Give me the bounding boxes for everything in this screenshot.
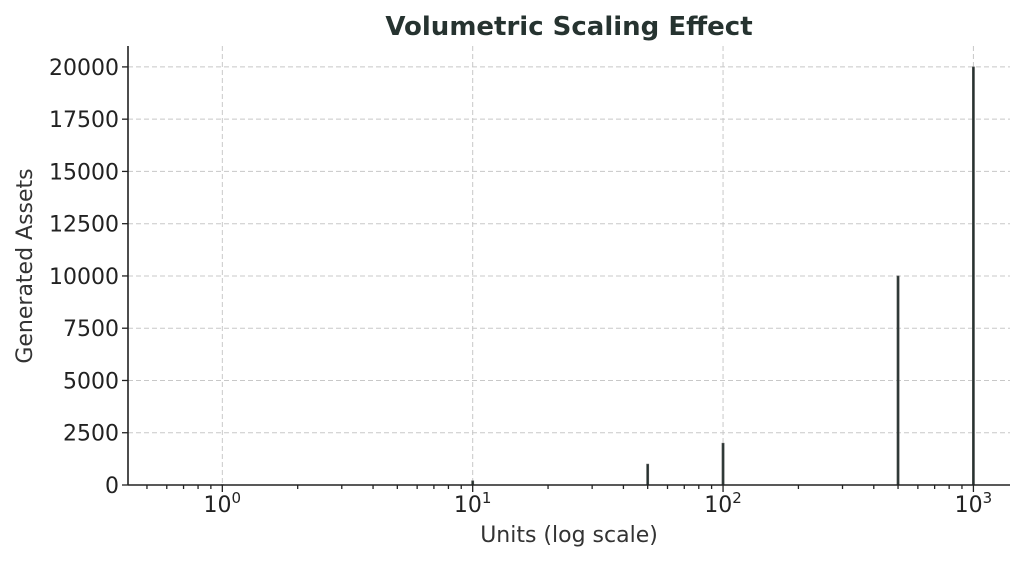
- y-ticks: 0 2500 5000 7500 10000 12500 15000 17500 20000: [49, 56, 128, 499]
- y-tick-label: 17500: [49, 108, 119, 133]
- x-ticks: 100 101 102 103: [146, 485, 993, 518]
- chart-title: Volumetric Scaling Effect: [385, 12, 752, 42]
- x-tick-label: 100: [204, 489, 242, 518]
- grid-layer: [128, 46, 1010, 485]
- y-axis-label: Generated Assets: [13, 168, 38, 363]
- bar: [896, 275, 900, 486]
- x-axis-label: Units (log scale): [480, 523, 658, 548]
- y-tick-label: 15000: [49, 160, 119, 185]
- y-tick-label: 12500: [49, 213, 119, 238]
- bar: [721, 442, 725, 486]
- y-tick-label: 10000: [49, 265, 119, 290]
- axis-layer: [127, 46, 1010, 486]
- y-tick-label: 2500: [63, 422, 119, 447]
- x-tick-label: 101: [454, 489, 492, 518]
- x-tick-label: 103: [955, 489, 993, 518]
- y-tick-label: 7500: [63, 317, 119, 342]
- y-tick-label: 5000: [63, 369, 119, 394]
- bar: [972, 66, 975, 486]
- bar: [646, 463, 650, 486]
- x-tick-label: 102: [704, 489, 742, 518]
- y-tick-label: 20000: [49, 56, 119, 81]
- y-tick-label: 0: [105, 474, 119, 499]
- bar-layer: [220, 66, 975, 486]
